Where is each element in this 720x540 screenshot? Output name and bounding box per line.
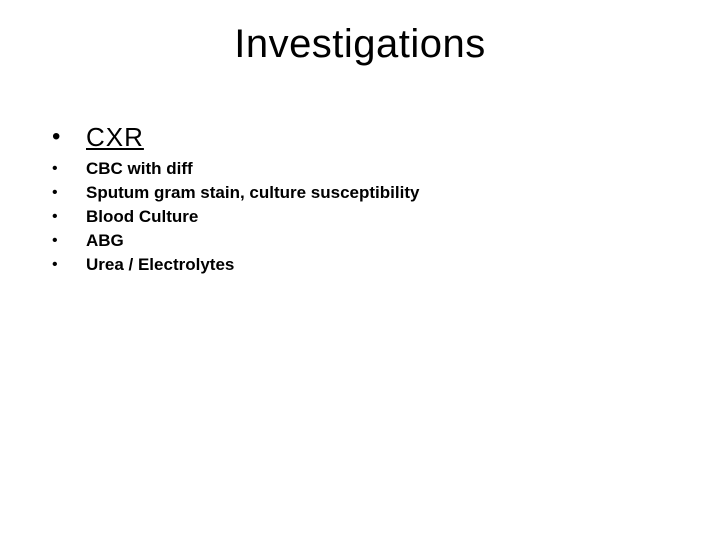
list-item: • ABG <box>52 230 680 252</box>
sub-item-text: Urea / Electrolytes <box>86 254 234 276</box>
list-item: • Sputum gram stain, culture susceptibil… <box>52 182 680 204</box>
list-item-main: • CXR <box>52 122 680 152</box>
bullet-icon: • <box>52 206 86 228</box>
sub-item-text: Sputum gram stain, culture susceptibilit… <box>86 182 419 204</box>
list-item: • CBC with diff <box>52 158 680 180</box>
sub-item-text: ABG <box>86 230 124 252</box>
slide-content: • CXR • CBC with diff • Sputum gram stai… <box>52 122 680 276</box>
bullet-icon: • <box>52 158 86 180</box>
main-item-text: CXR <box>86 122 144 152</box>
bullet-icon: • <box>52 182 86 204</box>
list-item: • Blood Culture <box>52 206 680 228</box>
sub-item-text: CBC with diff <box>86 158 193 180</box>
bullet-icon: • <box>52 254 86 276</box>
sub-item-text: Blood Culture <box>86 206 198 228</box>
slide: Investigations • CXR • CBC with diff • S… <box>0 0 720 540</box>
bullet-icon: • <box>52 122 86 152</box>
slide-title: Investigations <box>0 22 720 67</box>
bullet-icon: • <box>52 230 86 252</box>
list-item: • Urea / Electrolytes <box>52 254 680 276</box>
